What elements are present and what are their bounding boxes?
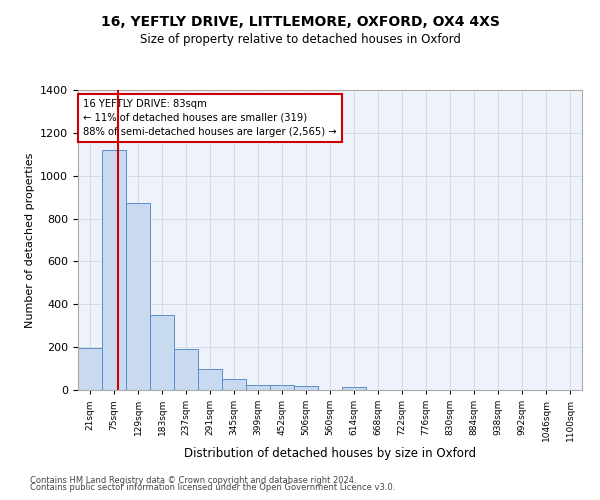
Bar [246,384,270,390]
Bar [270,386,294,390]
Bar [198,368,222,390]
Bar [294,386,318,390]
Bar [222,379,246,390]
Bar [174,349,198,390]
Bar [342,387,366,390]
Bar [150,315,174,390]
Text: Contains HM Land Registry data © Crown copyright and database right 2024.: Contains HM Land Registry data © Crown c… [30,476,356,485]
Bar [102,150,126,390]
Y-axis label: Number of detached properties: Number of detached properties [25,152,35,328]
Text: 16 YEFTLY DRIVE: 83sqm
← 11% of detached houses are smaller (319)
88% of semi-de: 16 YEFTLY DRIVE: 83sqm ← 11% of detached… [83,99,337,137]
Text: Contains public sector information licensed under the Open Government Licence v3: Contains public sector information licen… [30,484,395,492]
Text: Size of property relative to detached houses in Oxford: Size of property relative to detached ho… [140,32,460,46]
Bar [126,202,150,390]
X-axis label: Distribution of detached houses by size in Oxford: Distribution of detached houses by size … [184,446,476,460]
Text: 16, YEFTLY DRIVE, LITTLEMORE, OXFORD, OX4 4XS: 16, YEFTLY DRIVE, LITTLEMORE, OXFORD, OX… [101,15,499,29]
Bar [78,348,102,390]
